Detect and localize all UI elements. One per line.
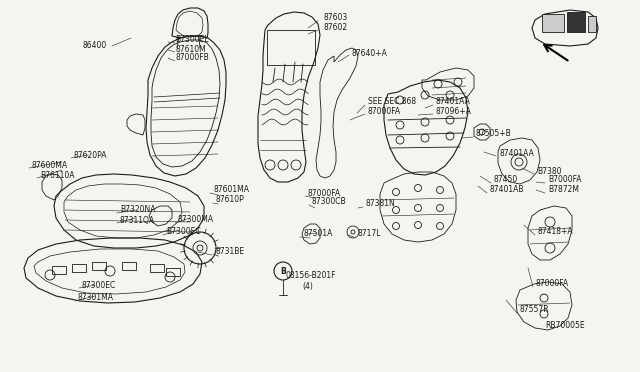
Text: 87610M: 87610M xyxy=(175,45,205,54)
Text: 87418+A: 87418+A xyxy=(538,228,573,237)
Text: 87096+A: 87096+A xyxy=(436,106,472,115)
Text: 87450: 87450 xyxy=(494,176,518,185)
Bar xyxy=(150,264,164,272)
Text: 87505+B: 87505+B xyxy=(476,129,512,138)
Text: 87401AB: 87401AB xyxy=(490,186,525,195)
Text: 87610P: 87610P xyxy=(216,196,244,205)
Text: 08156-B201F: 08156-B201F xyxy=(285,272,335,280)
Text: B7000FA: B7000FA xyxy=(548,176,582,185)
Text: 87640+A: 87640+A xyxy=(352,48,388,58)
Text: B7320NA: B7320NA xyxy=(120,205,156,215)
Bar xyxy=(92,262,106,270)
Text: 87000FA: 87000FA xyxy=(368,106,401,115)
Text: 8731BE: 8731BE xyxy=(215,247,244,257)
Text: (4): (4) xyxy=(302,282,313,291)
Text: 87300CB: 87300CB xyxy=(312,198,347,206)
Text: B7300EC: B7300EC xyxy=(166,228,200,237)
Text: 87000FA: 87000FA xyxy=(536,279,569,289)
Bar xyxy=(267,30,315,65)
Text: SEE SEC.868: SEE SEC.868 xyxy=(368,97,416,106)
Text: 87603: 87603 xyxy=(323,13,348,22)
Text: B76110A: B76110A xyxy=(40,170,74,180)
Text: 87401AA: 87401AA xyxy=(436,97,471,106)
Text: 87000FA: 87000FA xyxy=(308,189,341,198)
Text: 87602: 87602 xyxy=(323,22,347,32)
Bar xyxy=(542,14,564,32)
Text: 87401AA: 87401AA xyxy=(499,148,534,157)
Text: 86400: 86400 xyxy=(83,42,107,51)
Text: B7300EL: B7300EL xyxy=(175,35,209,45)
Bar xyxy=(567,12,585,32)
Text: 87620PA: 87620PA xyxy=(74,151,108,160)
Text: 87311QA: 87311QA xyxy=(120,215,155,224)
Text: 87501A: 87501A xyxy=(303,230,332,238)
Text: 87300MA: 87300MA xyxy=(178,215,214,224)
Text: 87381N: 87381N xyxy=(366,199,396,208)
Text: 87300EC: 87300EC xyxy=(82,280,116,289)
Bar xyxy=(72,264,86,272)
Text: RB70005E: RB70005E xyxy=(545,321,584,330)
Text: 87600MA: 87600MA xyxy=(32,160,68,170)
Bar xyxy=(52,266,66,274)
Bar xyxy=(122,262,136,270)
Text: B: B xyxy=(280,266,286,276)
Text: B7380: B7380 xyxy=(537,167,561,176)
Text: 87301MA: 87301MA xyxy=(78,294,114,302)
Bar xyxy=(166,268,180,276)
Text: 87601MA: 87601MA xyxy=(213,186,249,195)
Text: 87000FB: 87000FB xyxy=(175,54,209,62)
Text: 8717L: 8717L xyxy=(357,230,381,238)
Text: 87557R: 87557R xyxy=(520,305,550,314)
Text: B7872M: B7872M xyxy=(548,186,579,195)
Bar xyxy=(588,16,596,32)
